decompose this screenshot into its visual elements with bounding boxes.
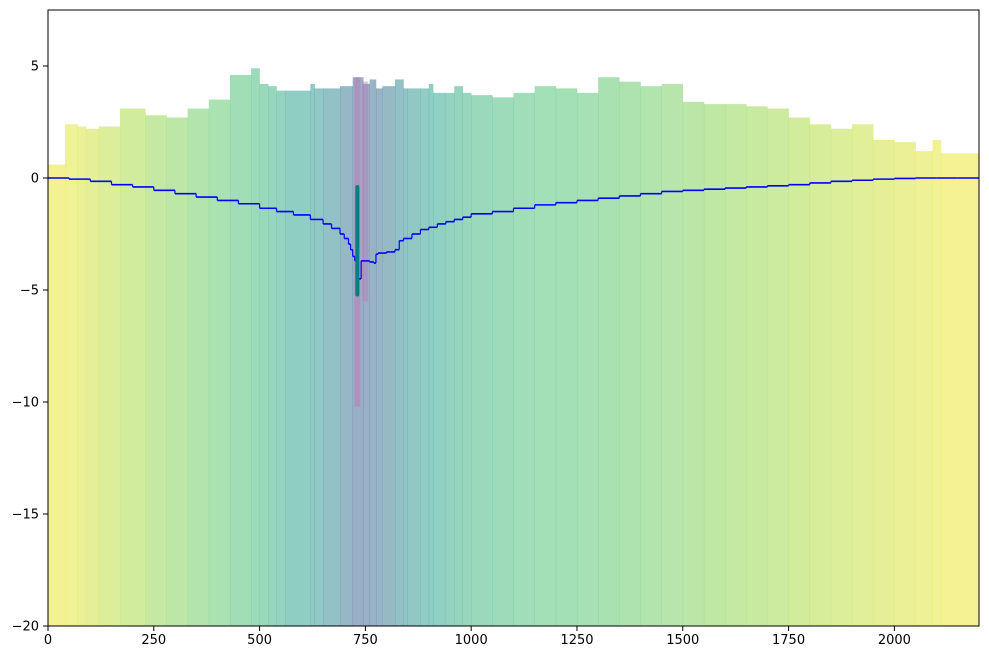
layer-column	[940, 153, 979, 626]
layer-column	[323, 88, 341, 626]
layer-column	[433, 92, 447, 626]
layer-column	[534, 86, 557, 626]
layer-column	[576, 92, 599, 626]
layer-column	[513, 92, 535, 626]
layer-column	[268, 86, 277, 626]
layer-column	[454, 86, 464, 626]
y-tick-label: −5	[20, 284, 39, 299]
layer-column	[77, 126, 87, 626]
x-tick-label: 1250	[560, 633, 593, 648]
layer-column	[830, 128, 853, 626]
y-tick-label: −10	[12, 396, 39, 411]
layer-column	[208, 99, 231, 626]
y-tick-label: −20	[12, 620, 39, 635]
x-tick-label: 0	[44, 633, 52, 648]
layer-column	[363, 83, 370, 626]
axes-frame	[47, 9, 980, 627]
layer-column	[915, 151, 933, 626]
layer-column	[703, 104, 726, 626]
layer-column	[145, 115, 167, 626]
layer-column	[98, 126, 121, 626]
layer-column	[119, 108, 146, 626]
layer-column	[767, 108, 789, 626]
layer-column	[251, 68, 260, 626]
layer-column	[187, 108, 210, 626]
layer-column	[276, 90, 286, 626]
layer-column	[598, 77, 620, 626]
layer-column	[471, 95, 493, 626]
layer-column	[894, 142, 916, 626]
layer-column	[788, 117, 811, 626]
layer-column	[932, 139, 942, 626]
x-tick-label: 250	[141, 633, 166, 648]
layer-column	[725, 104, 747, 626]
layer-column	[555, 88, 578, 626]
y-axis: 5 0 −5 −10 −15 −20	[12, 60, 48, 635]
layer-column	[682, 101, 705, 626]
layer-column	[369, 79, 377, 626]
layer-column	[339, 86, 353, 626]
layer-column	[314, 88, 324, 626]
layer-column	[48, 164, 66, 626]
x-tick-label: 1000	[455, 633, 488, 648]
y-tick-label: 5	[31, 60, 39, 75]
layer-column	[462, 92, 472, 626]
y-tick-label: −15	[12, 508, 39, 523]
layer-column	[403, 88, 409, 626]
layer-column	[661, 83, 684, 626]
layer-column	[852, 124, 874, 626]
layer-column	[492, 97, 514, 626]
x-tick-label: 500	[247, 633, 272, 648]
layer-column	[229, 74, 252, 626]
layer-column	[640, 86, 662, 626]
x-tick-label: 1750	[772, 633, 805, 648]
well-zone-column	[362, 81, 369, 302]
layer-column	[382, 86, 396, 626]
layer-column	[166, 117, 188, 626]
layer-column	[428, 83, 434, 626]
layer-column	[375, 88, 383, 626]
x-axis: 0 250 500 750 1000 1250 1500 1750 2000	[44, 626, 911, 648]
layer-column	[64, 124, 78, 626]
layer-column	[809, 124, 832, 626]
layer-column	[395, 79, 404, 626]
layer-column	[619, 81, 641, 626]
layer-column	[445, 92, 455, 626]
x-tick-label: 750	[353, 633, 378, 648]
layer-column	[746, 106, 768, 626]
layer-column	[420, 88, 430, 626]
layer-column	[259, 83, 269, 626]
plot-area	[48, 68, 979, 626]
layer-column	[873, 139, 895, 626]
y-tick-label: 0	[31, 172, 39, 187]
x-tick-label: 2000	[878, 633, 911, 648]
layer-column	[407, 88, 421, 626]
layer-column	[86, 128, 100, 626]
x-tick-label: 1500	[666, 633, 699, 648]
layer-column	[310, 83, 315, 626]
layer-column	[284, 90, 311, 626]
